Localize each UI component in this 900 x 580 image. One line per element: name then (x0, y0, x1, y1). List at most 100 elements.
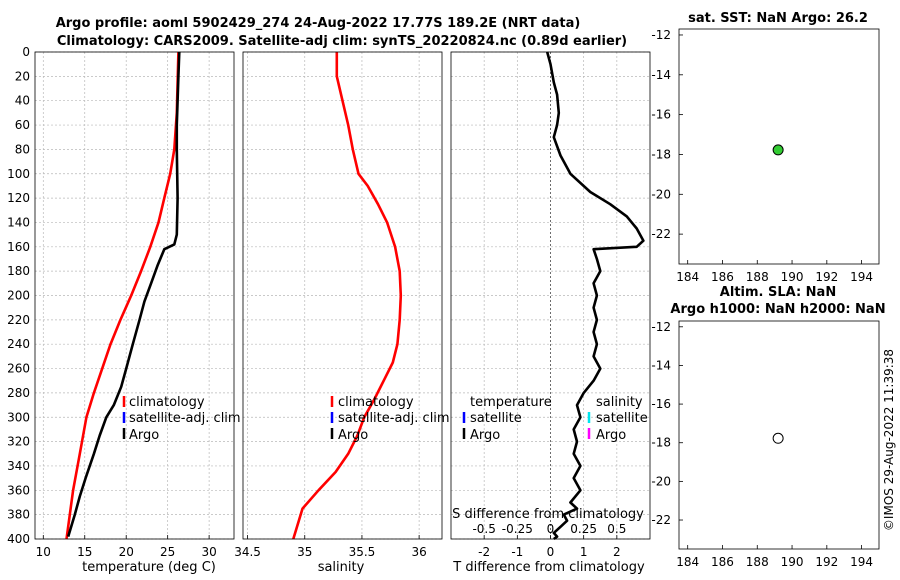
legend-climatology-label: climatology (129, 395, 205, 410)
y-tick-label: 280 (7, 386, 30, 400)
y-tick-label: 40 (15, 94, 30, 108)
y-tick-label: 100 (7, 167, 30, 181)
y-tick-label: 300 (7, 410, 30, 424)
figure-title-line1: Argo profile: aoml 5902429_274 24-Aug-20… (56, 16, 581, 31)
y-tick-label: 140 (7, 215, 30, 229)
timestamp: ©IMOS 29-Aug-2022 11:39:38 (882, 349, 896, 531)
map-x-tick-label: 184 (676, 270, 699, 284)
map-y-tick-label: -20 (651, 187, 671, 201)
s-tick-label: 0.5 (607, 522, 626, 536)
legend-s-argo-label: Argo (596, 428, 626, 443)
map-y-tick-label: -14 (651, 358, 671, 372)
legend-temperature-heading: temperature (470, 395, 552, 410)
map-x-tick-label: 194 (850, 555, 873, 569)
map-y-tick-label: -12 (651, 28, 671, 42)
map-y-tick-label: -22 (651, 227, 671, 241)
profile-location-marker (772, 144, 784, 156)
legend-argo-label: Argo (338, 428, 368, 443)
s-tick-label: 0 (547, 522, 555, 536)
legend-satellite-label: satellite-adj. clim (129, 411, 241, 426)
map-y-tick-label: -18 (651, 147, 671, 161)
series-t-difference (545, 51, 645, 541)
x-tick-label: -2 (478, 545, 490, 559)
map-y-tick-label: -12 (651, 320, 671, 334)
map-x-tick-label: 190 (781, 555, 804, 569)
map-y-tick-label: -16 (651, 397, 671, 411)
x-tick-label: 35 (297, 545, 312, 559)
x-tick-label: 15 (77, 545, 92, 559)
map-y-tick-label: -16 (651, 108, 671, 122)
map-y-tick-label: -18 (651, 436, 671, 450)
temperature-axes-frame (34, 51, 235, 540)
salinity-xlabel: salinity (318, 560, 365, 575)
x-tick-label: 36 (411, 545, 426, 559)
legend-argo-label: Argo (129, 428, 159, 443)
salinity-axes-frame (242, 51, 443, 540)
sat-sst-map-axes-frame (678, 28, 880, 265)
map-x-tick-label: 192 (815, 270, 838, 284)
x-tick-label: 25 (160, 545, 175, 559)
x-tick-label: 2 (613, 545, 621, 559)
y-tick-label: 220 (7, 313, 30, 327)
y-tick-label: 320 (7, 435, 30, 449)
profile-location-marker (772, 432, 784, 444)
y-tick-label: 0 (22, 45, 30, 59)
sst-map-title: sat. SST: NaN Argo: 26.2 (688, 11, 868, 26)
legend-climatology-label: climatology (338, 395, 414, 410)
legend-satellite-label: satellite-adj. clim (338, 411, 450, 426)
difference-xlabel2: S difference from climatology (452, 507, 644, 522)
y-tick-label: 20 (15, 69, 30, 83)
y-tick-label: 200 (7, 289, 30, 303)
temperature-xlabel: temperature (deg C) (82, 560, 216, 575)
x-tick-label: 0 (547, 545, 555, 559)
temperature-legend: climatology satellite-adj. clim Argo (122, 395, 241, 443)
map-x-tick-label: 192 (815, 555, 838, 569)
legend-t-argo-label: Argo (470, 428, 500, 443)
map-x-tick-label: 186 (711, 270, 734, 284)
y-tick-label: 340 (7, 459, 30, 473)
map-x-tick-label: 184 (676, 555, 699, 569)
y-tick-label: 380 (7, 508, 30, 522)
y-tick-label: 160 (7, 240, 30, 254)
x-tick-label: 1 (580, 545, 588, 559)
legend-s-satellite-label: satellite (596, 411, 648, 426)
y-tick-label: 180 (7, 264, 30, 278)
y-tick-label: 260 (7, 362, 30, 376)
x-tick-label: 20 (119, 545, 134, 559)
map-x-tick-label: 188 (746, 270, 769, 284)
map-x-tick-label: 190 (781, 270, 804, 284)
map-y-tick-label: -14 (651, 68, 671, 82)
series-climatology (65, 51, 180, 540)
y-tick-label: 80 (15, 142, 30, 156)
x-tick-label: 35.5 (349, 545, 376, 559)
series-climatology (292, 52, 403, 540)
map-y-tick-label: -20 (651, 474, 671, 488)
x-tick-label: 10 (36, 545, 51, 559)
legend-t-satellite-label: satellite (470, 411, 522, 426)
difference-legend: temperature satellite Argo salinity sate… (462, 395, 648, 443)
y-tick-label: 360 (7, 483, 30, 497)
y-tick-label: 400 (7, 532, 30, 546)
x-tick-label: -1 (511, 545, 523, 559)
x-tick-label: 30 (201, 545, 216, 559)
y-tick-label: 240 (7, 337, 30, 351)
salinity-legend: climatology satellite-adj. clim Argo (330, 395, 450, 443)
x-tick-label: 34.5 (234, 545, 261, 559)
difference-xlabel: T difference from climatology (452, 560, 645, 575)
altim-map-title2: Argo h1000: NaN h2000: NaN (670, 302, 885, 317)
map-x-tick-label: 188 (746, 555, 769, 569)
s-tick-label: 0.25 (570, 522, 597, 536)
y-tick-label: 120 (7, 191, 30, 205)
s-tick-label: -0.25 (502, 522, 533, 536)
map-x-tick-label: 194 (850, 270, 873, 284)
legend-salinity-heading: salinity (596, 395, 643, 410)
altim-map-axes-frame (678, 320, 880, 550)
altim-map-title: Altim. SLA: NaN (720, 285, 836, 300)
series-argo (66, 51, 181, 537)
map-y-tick-label: -22 (651, 513, 671, 527)
panels: 10 15 20 25 30020406080100120140160180200220… (7, 28, 880, 569)
map-x-tick-label: 186 (711, 555, 734, 569)
y-tick-label: 60 (15, 118, 30, 132)
s-tick-label: -0.5 (472, 522, 495, 536)
